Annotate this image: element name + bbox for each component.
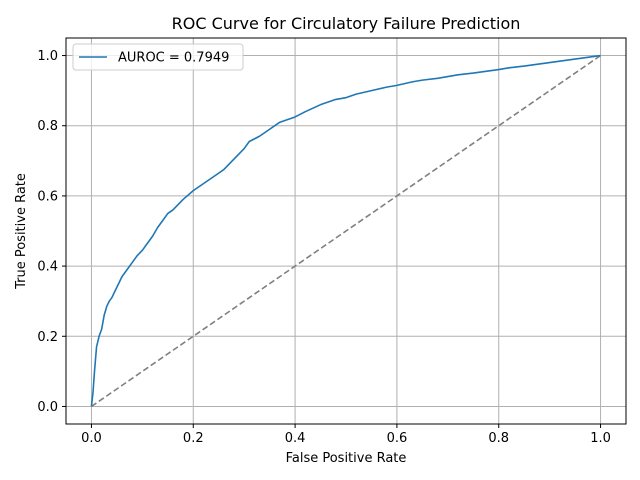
x-tick-label: 0.2 — [183, 431, 204, 446]
legend-box — [72, 43, 244, 71]
x-axis-label: False Positive Rate — [286, 451, 407, 466]
series-layer — [90, 54, 602, 408]
x-tick-label: 0.4 — [285, 431, 306, 446]
legend: AUROC = 0.7949 — [72, 43, 244, 71]
y-tick-label: 0.2 — [37, 330, 58, 345]
y-axis-label: True Positive Rate — [14, 173, 29, 290]
roc-curve-line — [90, 54, 601, 407]
plot-frame — [65, 37, 627, 425]
y-tick-label: 1.0 — [37, 49, 58, 64]
legend-label: AUROC = 0.7949 — [118, 51, 229, 66]
x-tick-label: 0.6 — [387, 431, 408, 446]
x-tick-label: 0.8 — [488, 431, 509, 446]
y-tick-label: 0.0 — [37, 400, 58, 415]
chart-title: ROC Curve for Circulatory Failure Predic… — [172, 14, 521, 33]
x-tick-label: 0.0 — [81, 431, 102, 446]
y-tick-label: 0.8 — [37, 119, 58, 134]
ticks-layer: 0.0 0.2 0.4 0.6 0.8 1.0 0.0 0.2 0.4 0.6 0.8 1.0 — [37, 49, 611, 446]
y-tick-label: 0.4 — [37, 260, 58, 275]
chance-diagonal-line — [90, 54, 602, 408]
x-tick-label: 1.0 — [590, 431, 611, 446]
y-tick-label: 0.6 — [37, 189, 58, 204]
